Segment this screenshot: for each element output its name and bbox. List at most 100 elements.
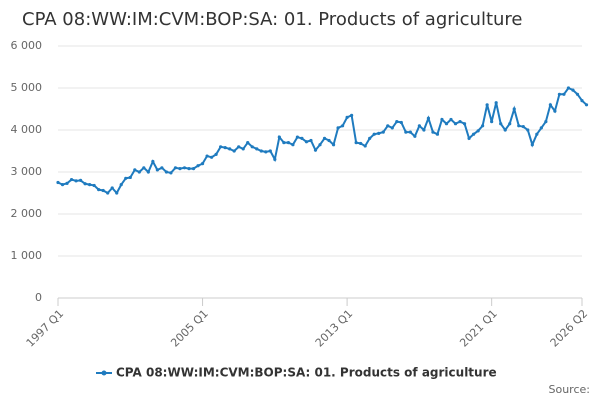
point [449,117,453,122]
point [304,140,309,144]
point [476,129,480,133]
point [490,120,494,124]
point [65,181,69,185]
point [575,92,580,96]
point [435,132,440,136]
point [372,132,376,136]
point [331,143,336,147]
y-tick-label: 4 000 [11,123,43,136]
point [530,143,534,147]
point [115,191,119,195]
x-tick-label: 2005 Q1 [168,307,211,350]
x-tick-label: 1997 Q1 [24,307,67,350]
point [313,148,318,152]
point [196,164,200,168]
point [205,154,209,158]
point [521,125,525,129]
point [250,145,254,149]
point [223,146,227,150]
point [557,92,562,96]
point [277,135,281,139]
point [566,86,571,90]
point [246,141,250,145]
series-line [57,86,588,195]
point [584,103,589,107]
point [146,170,150,174]
point [453,122,458,126]
point [327,138,331,143]
chart-title: CPA 08:WW:IM:CVM:BOP:SA: 01. Products of… [22,9,523,30]
point [517,124,521,128]
point [413,134,417,138]
point [512,107,516,111]
point [187,167,191,171]
point [390,126,394,130]
point [151,159,155,164]
point [74,179,78,183]
point [309,138,313,143]
point [209,155,214,159]
point [345,115,349,119]
x-tick-label: 2026 Q2 [548,307,591,350]
legend-label: CPA 08:WW:IM:CVM:BOP:SA: 01. Products of… [116,366,497,380]
point [282,141,286,145]
point [508,122,512,126]
point [440,117,444,122]
y-tick-label: 6 000 [11,39,43,52]
point [142,166,146,170]
point [92,183,96,188]
point [101,188,105,193]
point [553,109,557,113]
point [133,168,137,172]
point [155,168,159,172]
point [503,128,507,132]
point [264,150,268,154]
point [539,126,543,130]
point [97,188,101,192]
point [485,103,489,107]
point [137,170,141,174]
point [300,136,304,140]
point [571,88,575,92]
point [471,132,476,136]
point [399,120,403,125]
point [431,130,435,134]
y-tick-label: 3 000 [11,165,43,178]
point [336,126,340,130]
x-tick-label: 2021 Q1 [457,307,500,350]
point [354,141,358,145]
legend-marker [101,370,107,376]
point [56,180,60,185]
point [178,167,182,171]
point [268,149,272,153]
y-tick-label: 1 000 [11,249,43,262]
point [318,143,322,147]
source: Source: [549,383,591,396]
point [526,128,530,132]
point [200,162,205,166]
point [481,124,485,128]
y-tick-label: 5 000 [11,81,43,94]
point [110,186,114,190]
point [548,103,552,107]
point [458,120,462,124]
point [544,120,548,124]
point [340,124,345,128]
point [286,141,290,145]
point [359,141,363,146]
point [214,152,218,156]
point [322,136,327,140]
point [60,183,65,187]
point [160,166,164,170]
point [350,113,354,117]
point [241,147,245,151]
point [404,130,408,134]
point [368,136,372,140]
point [237,145,241,149]
point [444,122,449,126]
point [219,145,223,149]
point [562,92,566,96]
point [386,124,390,128]
point [69,177,74,182]
